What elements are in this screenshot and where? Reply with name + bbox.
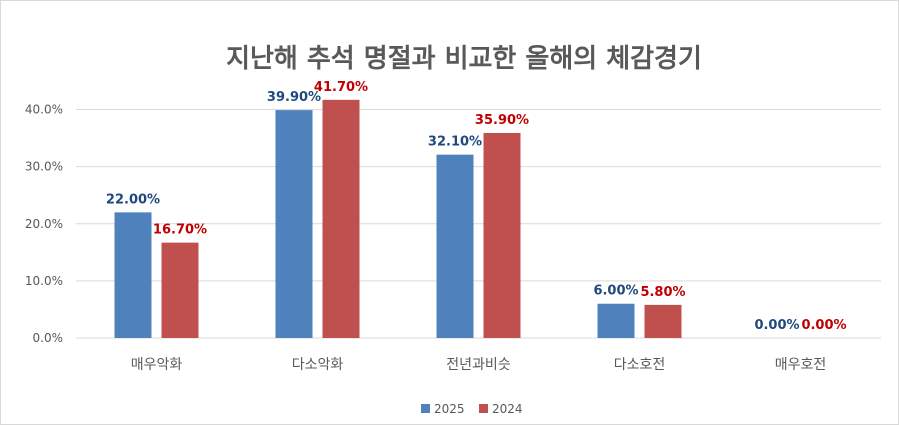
y-tick-label: 10.0% [25, 274, 63, 288]
bar-2024 [161, 242, 199, 338]
data-label-2025: 22.00% [106, 192, 160, 207]
x-category-label: 다소호전 [614, 357, 666, 373]
x-category-label: 매우악화 [131, 357, 183, 373]
data-label-2024: 35.90% [475, 113, 529, 128]
data-label-2025: 32.10% [428, 135, 482, 150]
y-tick-label: 0.0% [33, 331, 64, 345]
bar-2025 [597, 303, 635, 338]
bar-2025 [114, 212, 152, 338]
bar-2024 [483, 132, 521, 338]
y-tick-label: 40.0% [25, 103, 63, 117]
bar-2024 [322, 99, 360, 338]
x-axis: 매우악화 다소악화 전년과비슷 다소호전 매우호전 [131, 357, 827, 373]
x-category-label: 매우호전 [775, 357, 827, 373]
bars [114, 99, 682, 338]
x-category-label: 전년과비슷 [446, 357, 511, 373]
data-label-2025: 0.00% [754, 318, 799, 333]
data-label-2025: 6.00% [593, 284, 638, 299]
bar-2025 [275, 110, 313, 338]
x-category-label: 다소악화 [292, 357, 344, 373]
legend-label-2024: 2024 [492, 402, 523, 416]
data-label-2024: 0.00% [801, 318, 846, 333]
chart-title: 지난해 추석 명절과 비교한 올해의 체감경기 [226, 44, 702, 74]
data-label-2024: 41.70% [314, 80, 368, 95]
y-tick-label: 30.0% [25, 160, 63, 174]
legend-label-2025: 2025 [434, 402, 465, 416]
legend: 2025 2024 [421, 402, 523, 416]
data-label-2024: 16.70% [153, 223, 207, 238]
y-axis: 0.0% 10.0% 20.0% 30.0% 40.0% [25, 103, 63, 345]
data-label-2025: 39.90% [267, 90, 321, 105]
data-label-2024: 5.80% [640, 285, 685, 300]
legend-swatch-2024 [479, 404, 488, 413]
gridlines [76, 109, 881, 339]
bar-2024 [644, 304, 682, 338]
y-tick-label: 20.0% [25, 217, 63, 231]
bar-2025 [436, 154, 474, 338]
data-labels: 22.00% 16.70% 39.90%41.70% 32.10% 35.90% 6.00… [106, 80, 847, 333]
legend-swatch-2025 [421, 404, 430, 413]
